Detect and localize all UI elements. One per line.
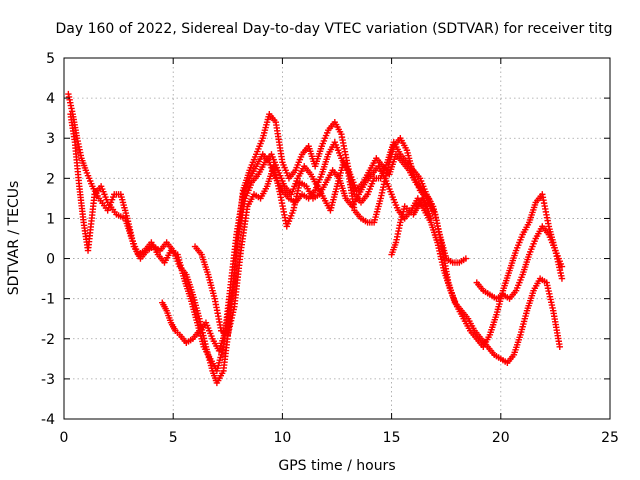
chart-title: Day 160 of 2022, Sidereal Day-to-day VTE…: [56, 21, 613, 37]
y-tick-label: 1: [46, 211, 55, 227]
series-track-c: [159, 151, 563, 367]
grid-lines: [64, 58, 610, 419]
axis-ticks: [63, 57, 611, 420]
x-tick-label: 15: [383, 430, 401, 446]
y-tick-label: -2: [41, 332, 55, 348]
x-tick-labels: 0 5 10 15 20 25: [60, 430, 619, 446]
x-tick-label: 0: [60, 430, 69, 446]
y-tick-label: 0: [46, 252, 55, 268]
y-tick-label: 5: [46, 51, 55, 67]
x-axis-title: GPS time / hours: [278, 458, 395, 474]
x-tick-label: 10: [273, 430, 291, 446]
y-tick-labels: -4 -3 -2 -1 0 1 2 3 4 5: [41, 51, 55, 428]
plot-frame: [63, 57, 611, 420]
series-track-e: [473, 223, 566, 302]
data-point: [462, 255, 470, 262]
y-tick-label: 3: [46, 131, 55, 147]
data-point: [427, 215, 435, 222]
x-tick-label: 25: [601, 430, 619, 446]
x-tick-label: 20: [492, 430, 510, 446]
y-tick-label: -1: [41, 292, 55, 308]
y-tick-label: 4: [46, 91, 55, 107]
y-axis-title: SDTVAR / TECUs: [6, 181, 22, 296]
series-track-f: [388, 195, 435, 258]
data-point: [558, 275, 566, 282]
data-points: [65, 90, 566, 387]
x-tick-label: 5: [169, 430, 178, 446]
data-point: [556, 343, 563, 350]
y-tick-label: -4: [41, 412, 55, 428]
y-tick-label: 2: [46, 171, 55, 187]
y-tick-label: -3: [41, 372, 55, 388]
